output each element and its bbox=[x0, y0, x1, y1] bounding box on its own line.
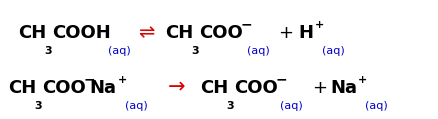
Text: (aq): (aq) bbox=[108, 46, 131, 56]
Text: +: + bbox=[311, 79, 326, 97]
Text: CH: CH bbox=[165, 24, 193, 42]
Text: +: + bbox=[277, 24, 292, 42]
Text: CH: CH bbox=[8, 79, 36, 97]
Text: COOH: COOH bbox=[52, 24, 110, 42]
Text: 3: 3 bbox=[191, 46, 198, 56]
Text: −: − bbox=[240, 17, 252, 31]
Text: CH: CH bbox=[18, 24, 46, 42]
Text: (aq): (aq) bbox=[279, 101, 302, 111]
Text: COO: COO bbox=[233, 79, 277, 97]
Text: Na: Na bbox=[89, 79, 116, 97]
Text: +: + bbox=[314, 20, 324, 30]
Text: COO: COO bbox=[198, 24, 242, 42]
Text: 3: 3 bbox=[44, 46, 52, 56]
Text: (aq): (aq) bbox=[125, 101, 148, 111]
Text: −: − bbox=[276, 72, 287, 86]
Text: −: − bbox=[84, 72, 95, 86]
Text: →: → bbox=[168, 77, 185, 97]
Text: 3: 3 bbox=[34, 101, 42, 111]
Text: H: H bbox=[297, 24, 312, 42]
Text: (aq): (aq) bbox=[364, 101, 387, 111]
Text: CH: CH bbox=[200, 79, 228, 97]
Text: 3: 3 bbox=[226, 101, 233, 111]
Text: COO: COO bbox=[42, 79, 85, 97]
Text: (aq): (aq) bbox=[321, 46, 344, 56]
Text: (aq): (aq) bbox=[247, 46, 269, 56]
Text: +: + bbox=[357, 75, 367, 85]
Text: ⇌: ⇌ bbox=[138, 23, 154, 42]
Text: Na: Na bbox=[329, 79, 356, 97]
Text: +: + bbox=[118, 75, 127, 85]
